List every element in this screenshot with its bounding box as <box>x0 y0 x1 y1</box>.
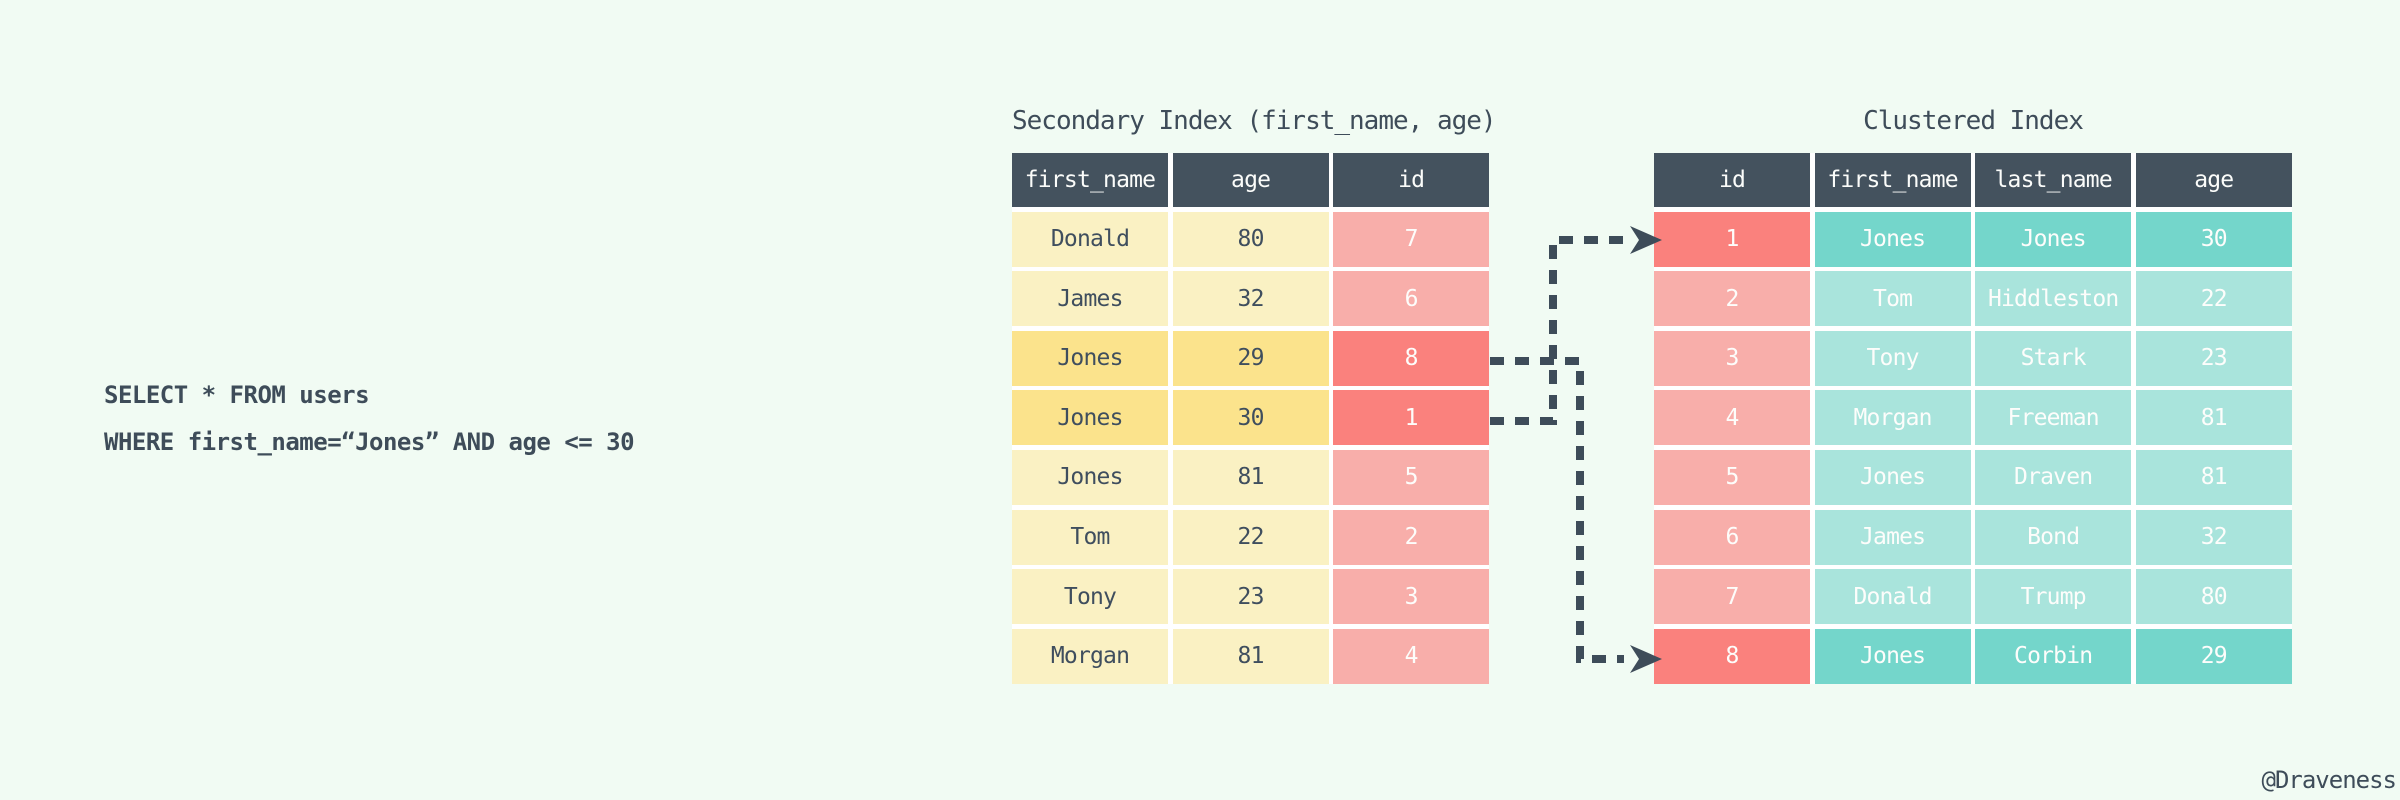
cell-id-highlighted: 8 <box>1333 330 1490 386</box>
cell-last-name: Bond <box>1975 509 2132 565</box>
cell-first-name: James <box>1012 271 1168 327</box>
cell-age: 32 <box>2135 509 2292 565</box>
clustered-index-title: Clustered Index <box>1863 106 2084 136</box>
cell-id: 2 <box>1654 271 1810 327</box>
cell-first-name: Tony <box>1814 330 1971 386</box>
cell-id: 6 <box>1333 271 1490 327</box>
cell-id: 5 <box>1654 449 1810 505</box>
cell-age: 81 <box>1172 449 1329 505</box>
cell-age: 81 <box>2135 390 2292 446</box>
cell-id-highlighted: 8 <box>1654 628 1810 684</box>
cell-first-name: Tom <box>1814 271 1971 327</box>
cell-id: 3 <box>1654 330 1810 386</box>
cell-first-name: Jones <box>1814 449 1971 505</box>
cell-id-highlighted: 1 <box>1333 390 1490 446</box>
cell-age: 22 <box>1172 509 1329 565</box>
cell-first-name: Jones <box>1012 449 1168 505</box>
cell-id: 6 <box>1654 509 1810 565</box>
cell-last-name: Stark <box>1975 330 2132 386</box>
header-cell-age: age <box>2135 153 2292 207</box>
cell-last-name: Hiddleston <box>1975 271 2132 327</box>
header-cell-id: id <box>1333 153 1490 207</box>
cell-first-name: Donald <box>1012 211 1168 267</box>
cell-age: 22 <box>2135 271 2292 327</box>
cell-last-name-highlighted: Jones <box>1975 211 2132 267</box>
cell-first-name: Donald <box>1814 569 1971 625</box>
cell-first-name: James <box>1814 509 1971 565</box>
cell-first-name-highlighted: Jones <box>1814 628 1971 684</box>
cell-id: 4 <box>1333 628 1490 684</box>
cell-age: 32 <box>1172 271 1329 327</box>
header-cell-first-name: first_name <box>1814 153 1971 207</box>
cell-first-name: Morgan <box>1012 628 1168 684</box>
cell-id: 3 <box>1333 569 1490 625</box>
cell-first-name: Tom <box>1012 509 1168 565</box>
lookup-arrow-id-1 <box>1490 226 1662 425</box>
cell-last-name: Draven <box>1975 449 2132 505</box>
cell-age: 80 <box>2135 569 2292 625</box>
secondary-index-title: Secondary Index (first_name, age) <box>1012 106 1497 136</box>
watermark: @Draveness <box>2261 766 2397 794</box>
cell-age: 23 <box>2135 330 2292 386</box>
cell-first-name-highlighted: Jones <box>1012 330 1168 386</box>
cell-age-highlighted: 29 <box>1172 330 1329 386</box>
cell-age: 23 <box>1172 569 1329 625</box>
cell-id: 2 <box>1333 509 1490 565</box>
sql-query-line2: WHERE first_name=“Jones” AND age <= 30 <box>104 428 635 456</box>
clustered-index-table: id first_name last_name age 1 Jones Jone… <box>1654 153 2292 684</box>
sql-query: SELECT * FROM users WHERE first_name=“Jo… <box>104 372 635 466</box>
header-cell-first-name: first_name <box>1012 153 1168 207</box>
cell-age: 81 <box>2135 449 2292 505</box>
cell-last-name-highlighted: Corbin <box>1975 628 2132 684</box>
cell-first-name-highlighted: Jones <box>1814 211 1971 267</box>
cell-age-highlighted: 29 <box>2135 628 2292 684</box>
cell-first-name: Morgan <box>1814 390 1971 446</box>
cell-age: 80 <box>1172 211 1329 267</box>
cell-id: 7 <box>1333 211 1490 267</box>
cell-id: 7 <box>1654 569 1810 625</box>
header-cell-id: id <box>1654 153 1810 207</box>
cell-last-name: Trump <box>1975 569 2132 625</box>
header-cell-age: age <box>1172 153 1329 207</box>
cell-age: 81 <box>1172 628 1329 684</box>
cell-id: 5 <box>1333 449 1490 505</box>
cell-id-highlighted: 1 <box>1654 211 1810 267</box>
cell-id: 4 <box>1654 390 1810 446</box>
lookup-arrow-id-8 <box>1490 357 1662 673</box>
cell-age-highlighted: 30 <box>2135 211 2292 267</box>
cell-age-highlighted: 30 <box>1172 390 1329 446</box>
sql-query-line1: SELECT * FROM users <box>104 381 370 409</box>
secondary-index-table: first_name age id Donald 80 7 James 32 6… <box>1012 153 1490 684</box>
cell-first-name: Tony <box>1012 569 1168 625</box>
header-cell-last-name: last_name <box>1975 153 2132 207</box>
cell-first-name-highlighted: Jones <box>1012 390 1168 446</box>
cell-last-name: Freeman <box>1975 390 2132 446</box>
